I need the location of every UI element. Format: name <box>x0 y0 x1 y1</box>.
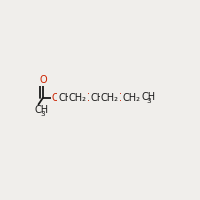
Text: O: O <box>39 75 47 85</box>
Text: CH: CH <box>34 105 49 115</box>
Text: 3: 3 <box>146 98 151 104</box>
Text: O: O <box>52 93 59 103</box>
Text: CH₂: CH₂ <box>101 93 119 103</box>
Text: CH₂: CH₂ <box>58 93 76 103</box>
Text: O: O <box>84 93 92 103</box>
Text: CH: CH <box>142 92 156 102</box>
Text: O: O <box>116 93 124 103</box>
Text: CH₂: CH₂ <box>90 93 108 103</box>
Text: 3: 3 <box>40 111 45 117</box>
Text: CH₂: CH₂ <box>69 93 87 103</box>
Text: CH₂: CH₂ <box>122 93 140 103</box>
